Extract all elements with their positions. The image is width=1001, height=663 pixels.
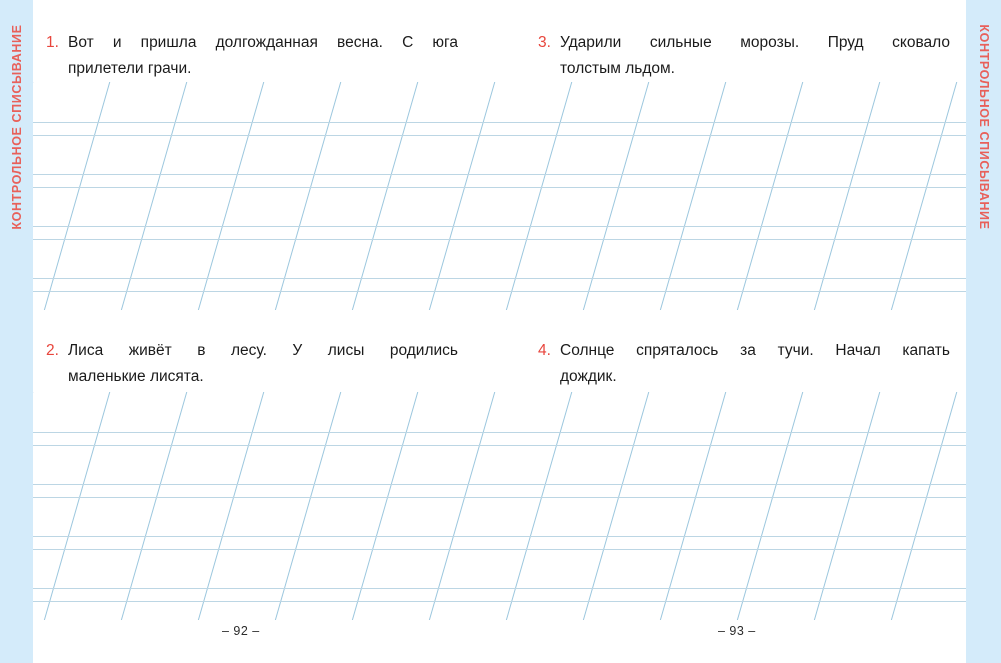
slant-guide-line xyxy=(889,82,958,310)
exercise-3-text: Ударили сильные морозы. Пруд сковало тол… xyxy=(560,30,950,82)
slant-guide-line xyxy=(42,82,111,310)
baseline-pair xyxy=(33,122,966,136)
baseline-pair xyxy=(33,278,966,292)
slant-guide-line xyxy=(658,392,727,620)
slant-guide-line xyxy=(581,392,650,620)
exercise-4: 4. Солнце спряталось за тучи. Начал капа… xyxy=(538,338,950,390)
exercise-2-line-1: Лиса живёт в лесу. У лисы родились xyxy=(68,342,458,359)
exercise-1-number: 1. xyxy=(46,34,59,51)
slant-guide-line xyxy=(42,392,111,620)
exercise-1-text: Вот и пришла долгожданная весна. С юга п… xyxy=(68,30,458,82)
exercise-2-text: Лиса живёт в лесу. У лисы родились мален… xyxy=(68,338,458,390)
exercise-4-text: Солнце спряталось за тучи. Начал капать … xyxy=(560,338,950,390)
writing-ruling-top xyxy=(33,82,966,310)
slant-guide-line xyxy=(427,392,496,620)
exercise-3: 3. Ударили сильные морозы. Пруд сковало … xyxy=(538,30,950,82)
slant-guide-line xyxy=(504,82,573,310)
baseline-pair xyxy=(33,174,966,188)
exercise-4-line-2: дождик. xyxy=(560,368,617,385)
slant-guide-line xyxy=(658,82,727,310)
section-band-left: КОНТРОЛЬНОЕ СПИСЫВАНИЕ xyxy=(0,0,33,663)
slant-guide-line xyxy=(196,82,265,310)
slant-guide-line xyxy=(350,392,419,620)
exercise-2-number: 2. xyxy=(46,342,59,359)
baseline-pair xyxy=(33,536,966,550)
slant-guide-line xyxy=(735,392,804,620)
page-number-right: – 93 – xyxy=(718,624,756,638)
section-label-left: КОНТРОЛЬНОЕ СПИСЫВАНИЕ xyxy=(9,24,24,230)
slant-guide-line xyxy=(504,392,573,620)
exercise-3-line-2: толстым льдом. xyxy=(560,60,675,77)
baseline-pair xyxy=(33,588,966,602)
exercise-4-number: 4. xyxy=(538,342,551,359)
exercise-3-number: 3. xyxy=(538,34,551,51)
slant-guide-line xyxy=(735,82,804,310)
slant-guide-line xyxy=(427,82,496,310)
slant-guide-line xyxy=(581,82,650,310)
slant-guide-line xyxy=(33,82,34,310)
exercise-1-line-1: Вот и пришла долгожданная весна. С юга xyxy=(68,34,458,51)
slant-guide-line xyxy=(812,392,881,620)
exercise-4-line-1: Солнце спряталось за тучи. Начал капать xyxy=(560,342,950,359)
slant-guide-line xyxy=(273,82,342,310)
slant-guide-line xyxy=(273,392,342,620)
slant-guide-line xyxy=(119,82,188,310)
slant-guide-line xyxy=(889,392,958,620)
slant-guide-line xyxy=(119,392,188,620)
writing-ruling-bottom xyxy=(33,392,966,620)
slant-guide-line xyxy=(812,82,881,310)
page-number-left: – 92 – xyxy=(222,624,260,638)
baseline-pair xyxy=(33,432,966,446)
slant-guide-line xyxy=(196,392,265,620)
baseline-pair xyxy=(33,226,966,240)
slant-guide-line xyxy=(33,392,34,620)
exercise-3-line-1: Ударили сильные морозы. Пруд сковало xyxy=(560,34,950,51)
exercise-1-line-2: прилетели грачи. xyxy=(68,60,192,77)
exercise-2: 2. Лиса живёт в лесу. У лисы родились ма… xyxy=(46,338,458,390)
exercise-2-line-2: маленькие лисята. xyxy=(68,368,204,385)
section-band-right: КОНТРОЛЬНОЕ СПИСЫВАНИЕ xyxy=(966,0,1001,663)
slant-guide-line xyxy=(350,82,419,310)
exercise-1: 1. Вот и пришла долгожданная весна. С юг… xyxy=(46,30,458,82)
section-label-right: КОНТРОЛЬНОЕ СПИСЫВАНИЕ xyxy=(976,24,991,230)
baseline-pair xyxy=(33,484,966,498)
